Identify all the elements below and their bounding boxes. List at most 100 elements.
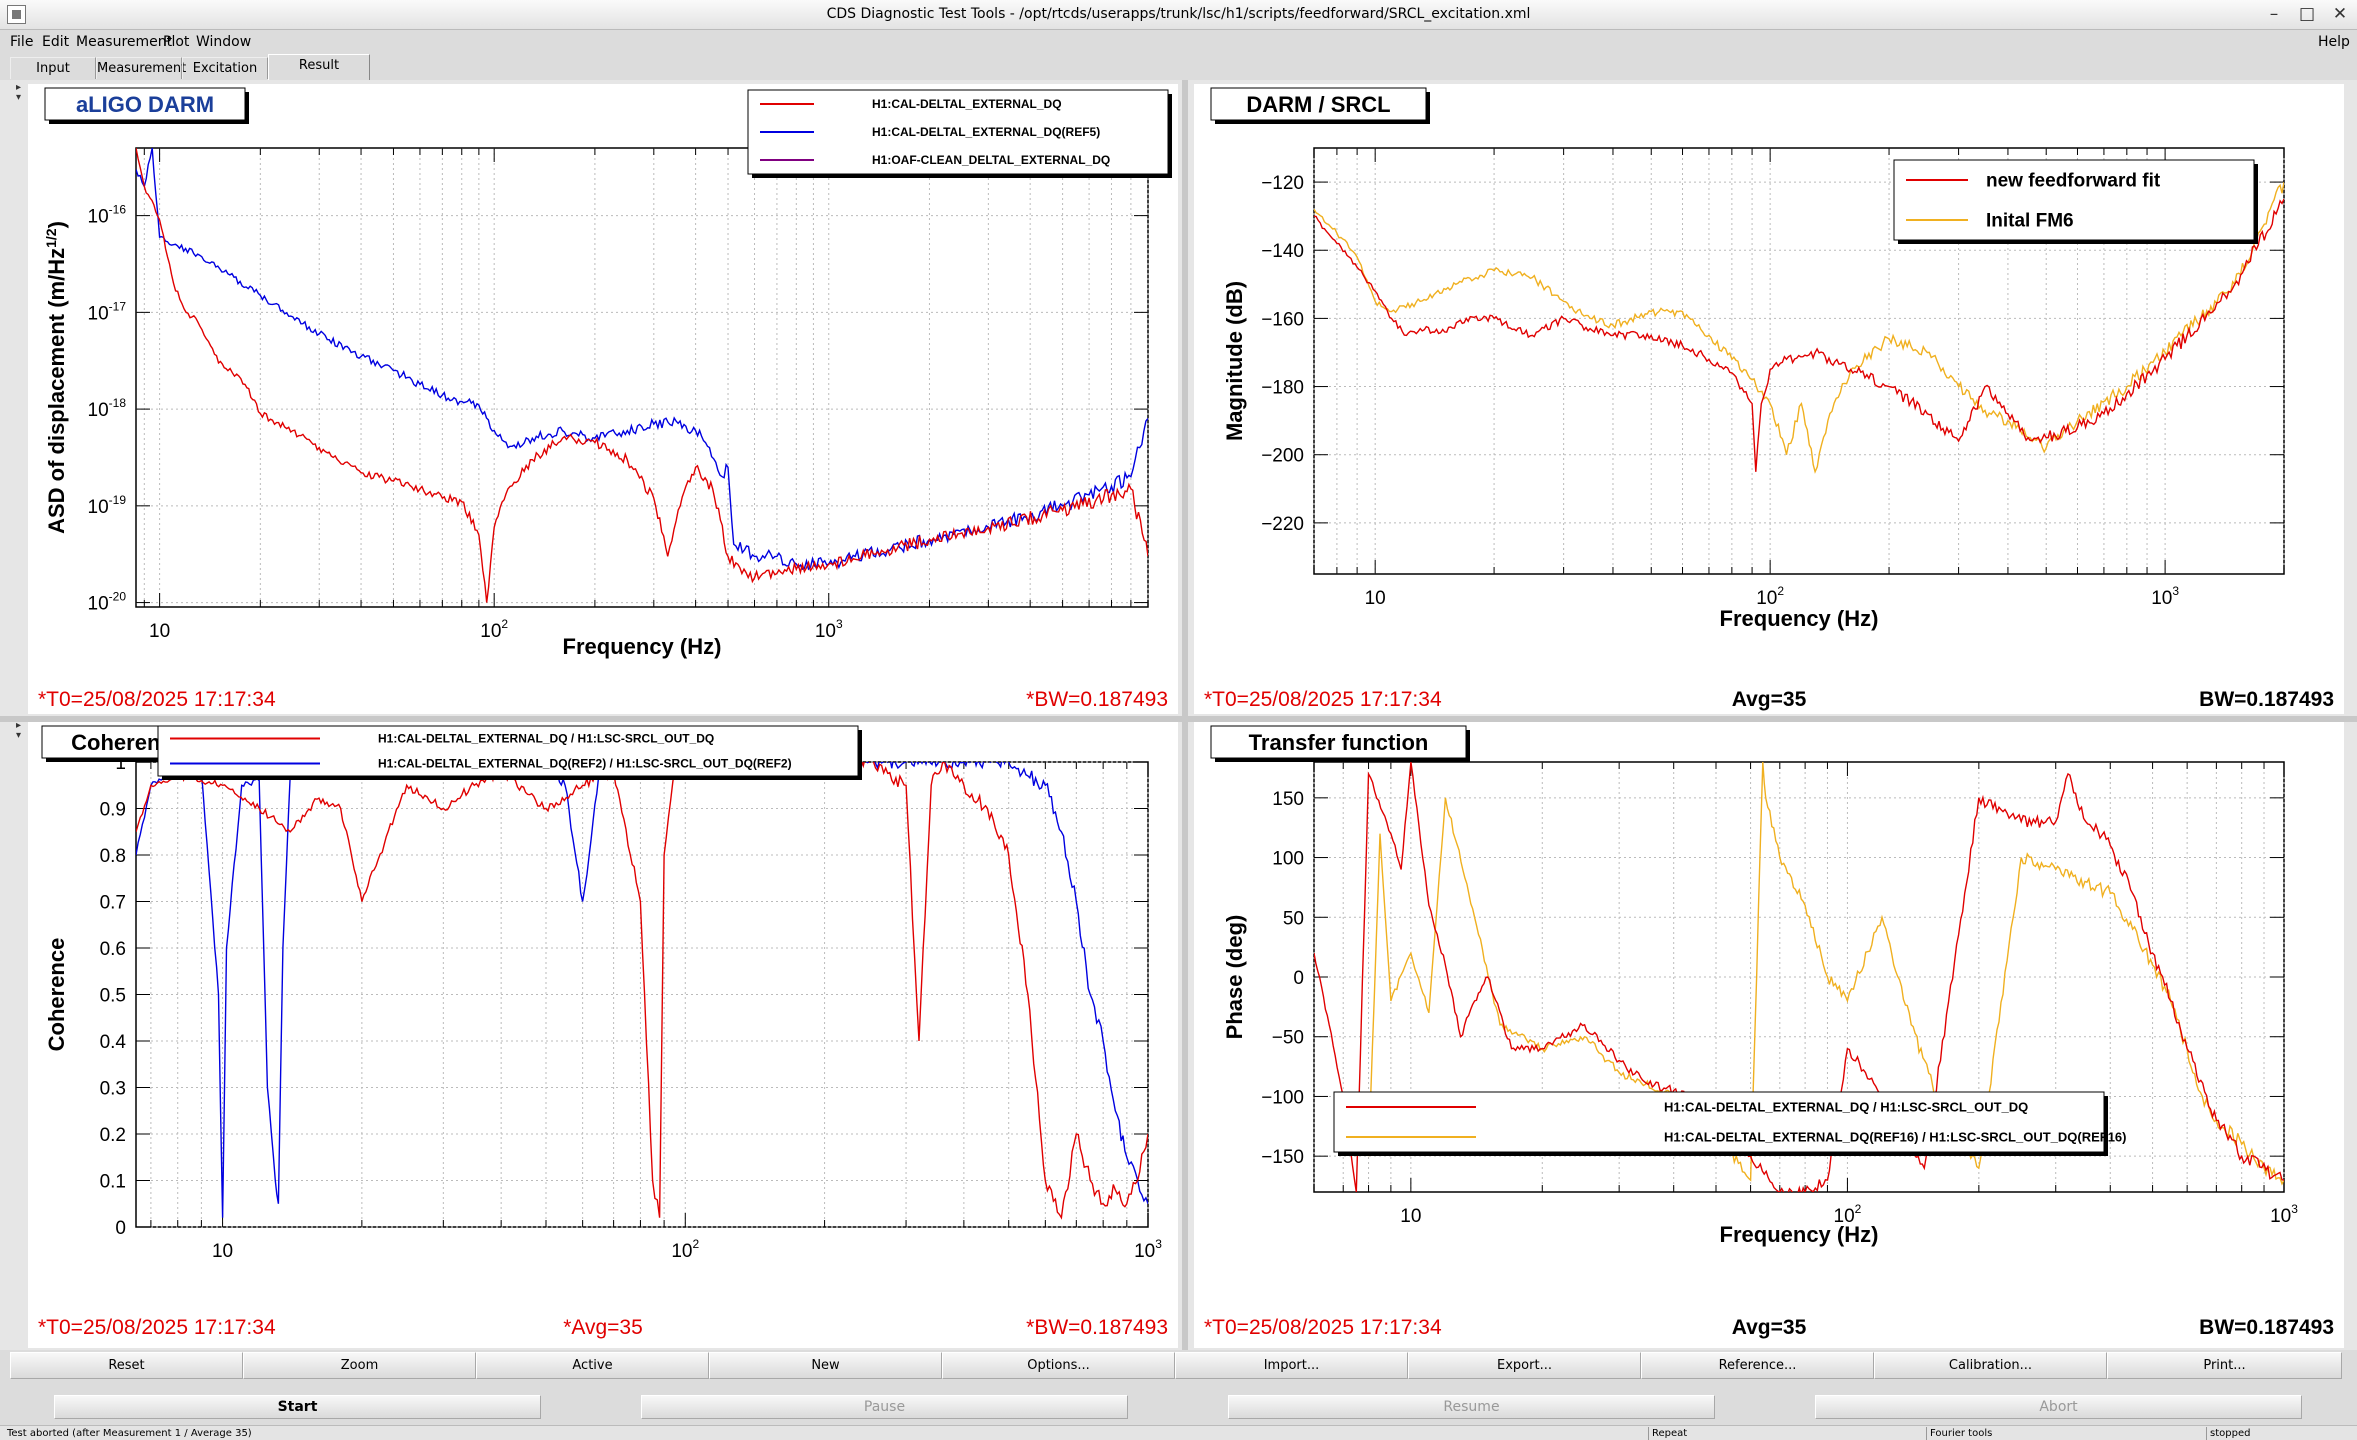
status-bar: Test aborted (after Measurement 1 / Aver… [0,1425,2357,1440]
y-tick-label: −150 [1261,1147,1304,1168]
calibration-button[interactable]: Calibration... [1874,1352,2107,1379]
options-button[interactable]: Options... [942,1352,1175,1379]
start-button[interactable]: Start [54,1395,541,1419]
tab-excitation[interactable]: Excitation [182,57,268,79]
pad-arrow-icon[interactable]: ▸ [16,720,22,731]
maximize-button[interactable]: □ [2298,4,2316,24]
y-tick-label: 10-17 [88,299,127,324]
y-tick-label: 0.3 [100,1079,126,1100]
pause-button[interactable]: Pause [641,1395,1128,1419]
x-tick-label: 103 [2270,1202,2298,1227]
y-tick-label: 0 [1293,968,1304,989]
close-button[interactable]: ✕ [2332,4,2348,24]
y-tick-label: −160 [1261,309,1304,330]
x-tick-label: 102 [671,1237,699,1262]
pad-arrow-icon[interactable]: ▸ [16,82,22,93]
tab-input[interactable]: Input [10,57,96,79]
series-line [136,762,1148,1220]
print-button[interactable]: Print... [2107,1352,2342,1379]
x-tick-label: 10 [1365,588,1386,609]
minimize-button[interactable]: – [2269,4,2279,24]
x-tick-label: 103 [815,617,843,642]
y-tick-label: −180 [1261,378,1304,399]
status-t0: *T0=25/08/2025 17:17:34 [38,688,276,711]
plot-pad-magnitude[interactable]: 10 102 103 −220 −200 −180 −160 −140 −120 Frequenc… [1194,84,2344,714]
series-line [1314,181,2284,474]
menu-edit[interactable]: Edit [42,34,70,50]
y-tick-label: −50 [1272,1028,1304,1049]
tab-bar: Input Measurement Excitation Result [0,54,2357,80]
status-bw: *BW=0.187493 [1026,688,1168,711]
pad-arrow-icon[interactable]: ▾ [16,92,22,103]
y-axis-label: Coherence [44,938,69,1052]
resume-button[interactable]: Resume [1228,1395,1715,1419]
x-tick-label: 102 [1756,584,1784,609]
import-button[interactable]: Import... [1175,1352,1408,1379]
plot-pad-phase[interactable]: 10 102 103 −150 −100 −50 0 50 100 150 Frequency (H… [1194,722,2344,1348]
menu-help[interactable]: Help [2318,34,2350,50]
plot-pad-asd[interactable]: 10 102 103 10-20 10-19 10-18 10-17 10-16 Frequen… [28,84,1178,714]
x-tick-label: 102 [1834,1202,1862,1227]
y-tick-label: 0.4 [100,1032,127,1053]
menu-plot[interactable]: Plot [163,34,190,50]
abort-button[interactable]: Abort [1815,1395,2302,1419]
menu-window[interactable]: Window [196,34,252,50]
legend-entry: H1:CAL-DELTAL_EXTERNAL_DQ / H1:LSC-SRCL_… [378,732,714,746]
menu-bar: File Edit Measurement Plot Window Help [0,30,2357,54]
y-tick-label: 10-19 [88,493,127,518]
y-tick-label: 10-16 [88,203,127,228]
legend-entry: H1:CAL-DELTAL_EXTERNAL_DQ [872,97,1062,111]
status-bw: BW=0.187493 [2199,688,2334,711]
series-line [136,148,1148,603]
window-title: CDS Diagnostic Test Tools - /opt/rtcds/u… [826,6,1531,22]
y-axis-label: Phase (deg) [1222,915,1247,1040]
reset-button[interactable]: Reset [10,1352,243,1379]
menu-measurement[interactable]: Measurement [76,34,173,50]
x-tick-label: 102 [480,617,508,642]
new-button[interactable]: New [709,1352,942,1379]
y-axis-label: ASD of displacement (m/Hz1/2) [43,221,69,534]
active-button[interactable]: Active [476,1352,709,1379]
legend-entry: Inital FM6 [1986,211,2074,232]
control-button-row: Start Pause Resume Abort [0,1392,2357,1424]
app-icon [7,5,26,24]
status-t0: *T0=25/08/2025 17:17:34 [1204,688,1442,711]
y-tick-label: −220 [1261,514,1304,535]
y-tick-label: 0.7 [100,893,126,914]
plot-title: DARM / SRCL [1246,92,1390,117]
legend-entry: new feedforward fit [1986,171,2161,192]
horizontal-splitter[interactable] [0,716,2357,722]
series-line [136,148,1148,571]
y-tick-label: 0.8 [100,846,126,867]
legend-box [157,725,859,777]
tab-result[interactable]: Result [268,54,370,80]
y-tick-label: 10-18 [88,396,127,421]
legend-entry: H1:CAL-DELTAL_EXTERNAL_DQ(REF2) / H1:LSC… [378,757,792,771]
y-tick-label: 150 [1272,789,1304,810]
plot-frame [135,147,1149,608]
x-axis-label: Frequency (Hz) [1720,606,1879,631]
menu-file[interactable]: File [10,34,34,50]
status-bw: *BW=0.187493 [1026,1316,1168,1339]
legend-entry: H1:CAL-DELTAL_EXTERNAL_DQ(REF5) [872,125,1100,139]
grid-lines [136,148,1149,607]
pad-arrow-icon[interactable]: ▾ [16,730,22,741]
y-tick-label: 1 [115,753,126,774]
y-tick-label: 0 [115,1218,126,1239]
y-tick-label: −140 [1261,241,1304,262]
status-bw: BW=0.187493 [2199,1316,2334,1339]
vertical-splitter[interactable] [1182,80,1188,1350]
reference-button[interactable]: Reference... [1641,1352,1874,1379]
y-tick-label: 0.1 [100,1172,126,1193]
series-line [1314,762,2284,1192]
x-tick-label: 10 [149,621,170,642]
status-fourier: Fourier tools [1926,1427,2096,1440]
export-button[interactable]: Export... [1408,1352,1641,1379]
plot-area: ▸ ▾ ▸ ▾ ▸ ▾ ▸ ▾ 1010210310-2010-1910-181… [0,80,2357,1350]
plot-title: Transfer function [1249,730,1429,755]
tab-measurement[interactable]: Measurement [96,57,186,79]
status-avg: Avg=35 [1732,1316,1807,1339]
zoom-button[interactable]: Zoom [243,1352,476,1379]
plot-pad-coherence[interactable]: 10 102 103 0 0.1 0.2 0.3 0.4 0.5 0.6 0.7 0.8 0.9 1 Coh… [28,722,1178,1348]
x-axis-label: Frequency (Hz) [563,634,722,659]
